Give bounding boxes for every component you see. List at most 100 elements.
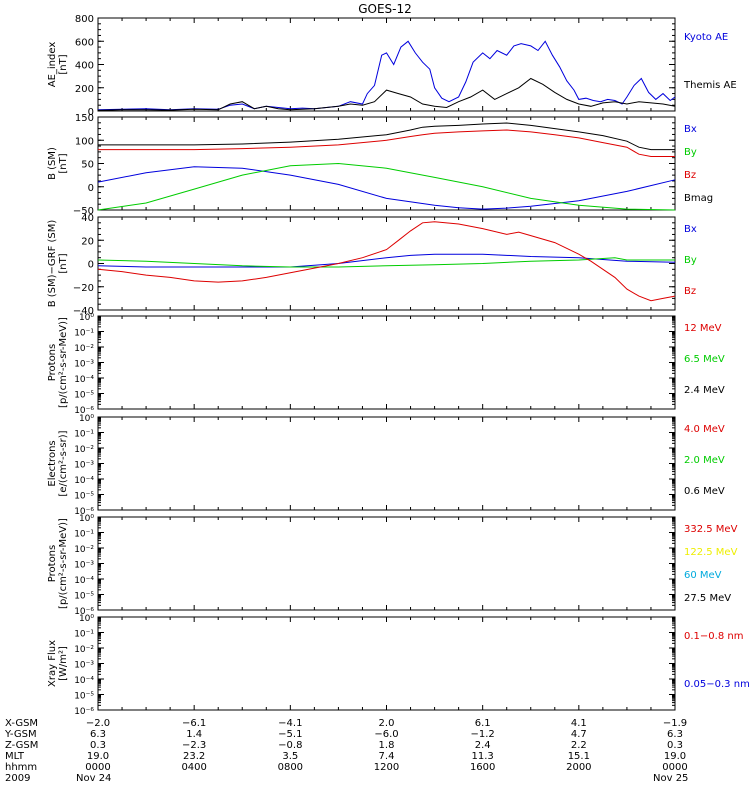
x-column-value: −4.1	[278, 718, 302, 729]
y-tick-label: 0	[88, 260, 94, 271]
y-tick-label: 10⁻⁵	[74, 391, 94, 401]
y-axis-label: B (SM)[nT]	[47, 147, 69, 180]
x-row-label: X-GSM	[5, 718, 38, 729]
x-column-value: Nov 24	[76, 773, 111, 784]
panel-frame	[97, 516, 676, 611]
y-axis-label-line: B (SM)−GRF (SM)	[47, 220, 58, 308]
x-column-value: 2.4	[475, 740, 491, 751]
x-column-value: 7.4	[379, 751, 395, 762]
y-tick-label: 10⁻⁵	[74, 692, 94, 702]
y-tick-label: 10⁻¹	[74, 329, 94, 339]
panel-ae: 0 200 400 600 800 AE_index[nT] Kyoto AE Themis …	[47, 14, 737, 118]
x-column-value: 1.4	[186, 729, 202, 740]
legend-entry: Themis AE	[683, 80, 737, 91]
y-tick-label: 10⁰	[79, 514, 94, 524]
y-tick-label: 10⁻⁴	[74, 676, 94, 686]
y-tick-label: 10⁻³	[74, 661, 94, 671]
legend-entry: 0.05−0.3 nm	[684, 679, 750, 690]
x-column-value: 4.7	[571, 729, 587, 740]
x-column-value: −1.2	[471, 729, 495, 740]
series-line-themis-ae	[97, 77, 676, 111]
legend-entry: 2.0 MeV	[684, 455, 725, 466]
y-tick-label: 20	[81, 236, 94, 247]
series-line-bz	[98, 129, 675, 157]
legend-entry: Bx	[684, 224, 697, 235]
legend-entry: 2.4 MeV	[684, 385, 725, 396]
y-tick-label: 10⁻³	[74, 561, 94, 571]
y-axis-label: Protons[p/(cm²-s-sr-MeV)]	[47, 317, 69, 408]
y-tick-label: 10⁻²	[74, 344, 94, 354]
panel-protons2: 10⁰ 10⁻¹ 10⁻² 10⁻³ 10⁻⁴ 10⁻⁵ 10⁻⁶ Protons[p/(cm…	[47, 514, 738, 617]
y-axis-label: B (SM)−GRF (SM)[nT]	[47, 220, 69, 308]
y-tick-label: 10⁻⁶	[74, 707, 94, 717]
x-row-label: hhmm	[5, 762, 37, 773]
x-row-label: Y-GSM	[4, 729, 37, 740]
y-tick-label: 10⁻¹	[74, 430, 94, 440]
legend-entry: Bz	[684, 286, 696, 297]
y-tick-label: 10⁻²	[74, 445, 94, 455]
x-axis-labels: X-GSMY-GSMZ-GSMMLThhmm2009−2.06.30.319.0…	[4, 718, 688, 784]
y-tick-label: 150	[75, 113, 94, 124]
y-axis-label-line: [nT]	[58, 253, 69, 273]
y-axis-label-line: [nT]	[58, 153, 69, 173]
x-column-value: 19.0	[664, 751, 686, 762]
y-tick-label: 10⁻²	[74, 645, 94, 655]
series-line-kyoto-ae	[97, 40, 676, 111]
x-column-value: 11.3	[472, 751, 494, 762]
x-column-value: 2.0	[379, 718, 395, 729]
y-tick-label: 600	[75, 37, 94, 48]
chart-title: GOES-12	[358, 2, 412, 16]
legend-entry: 122.5 MeV	[684, 547, 738, 558]
x-column-value: 15.1	[568, 751, 590, 762]
y-tick-label: 800	[75, 14, 94, 25]
y-axis-label-line: Xray Flux	[47, 640, 58, 687]
y-tick-label: 10⁻²	[74, 545, 94, 555]
y-axis-label-line: [W/m²]	[58, 646, 69, 681]
y-tick-label: 10⁰	[79, 614, 94, 624]
x-column-value: 0.3	[667, 740, 683, 751]
panel-frame	[97, 17, 676, 112]
panel-frame	[97, 315, 676, 410]
y-tick-label: 10⁰	[79, 414, 94, 424]
x-column-value: −6.1	[182, 718, 206, 729]
y-tick-label: −50	[73, 206, 94, 217]
panel-electrons: 10⁰ 10⁻¹ 10⁻² 10⁻³ 10⁻⁴ 10⁻⁵ 10⁻⁶ Electrons[e/(…	[47, 414, 725, 517]
x-column-value: 19.0	[87, 751, 109, 762]
x-column-value: 0400	[181, 762, 206, 773]
y-tick-label: 0	[88, 183, 94, 194]
x-column-value: 0800	[278, 762, 303, 773]
series-line-bz	[97, 221, 676, 302]
y-tick-label: −20	[73, 283, 94, 294]
y-tick-label: 10⁻⁴	[74, 375, 94, 385]
y-tick-label: 10⁻⁶	[74, 607, 94, 617]
y-tick-label: 10⁻⁵	[74, 592, 94, 602]
legend-entry: 27.5 MeV	[684, 593, 731, 604]
series-line-by	[97, 162, 676, 211]
series-line-bx	[97, 166, 676, 210]
x-column-value: −1.9	[663, 718, 687, 729]
x-column-value: −6.0	[374, 729, 398, 740]
y-tick-label: 400	[75, 61, 94, 72]
y-tick-label: 10⁻³	[74, 360, 94, 370]
panel-bsm: −50 0 50 100 150 B (SM)[nT] Bx By Bz Bmag	[47, 113, 713, 217]
x-column-value: 4.1	[571, 718, 587, 729]
x-column-value: 23.2	[183, 751, 205, 762]
y-tick-label: 10⁻⁴	[74, 576, 94, 586]
legend-entry: Bz	[684, 170, 696, 181]
x-column-value: −2.0	[86, 718, 110, 729]
y-tick-label: 10⁻¹	[74, 630, 94, 640]
x-column-value: −0.8	[278, 740, 302, 751]
y-tick-label: −40	[73, 306, 94, 317]
y-axis-label: Xray Flux[W/m²]	[47, 640, 69, 687]
series-line-bmag	[98, 122, 675, 151]
y-tick-label: 50	[81, 160, 94, 171]
y-axis-label-line: [p/(cm²-s-sr-MeV)]	[58, 317, 69, 408]
legend-entry: 60 MeV	[684, 570, 722, 581]
panel-xray: 10⁰ 10⁻¹ 10⁻² 10⁻³ 10⁻⁴ 10⁻⁵ 10⁻⁶ Xray Flux[W/m…	[47, 614, 750, 717]
x-column-value: 6.1	[475, 718, 491, 729]
y-tick-label: 10⁻⁶	[74, 406, 94, 416]
x-row-label: MLT	[5, 751, 25, 762]
legend-entry: 332.5 MeV	[684, 524, 738, 535]
